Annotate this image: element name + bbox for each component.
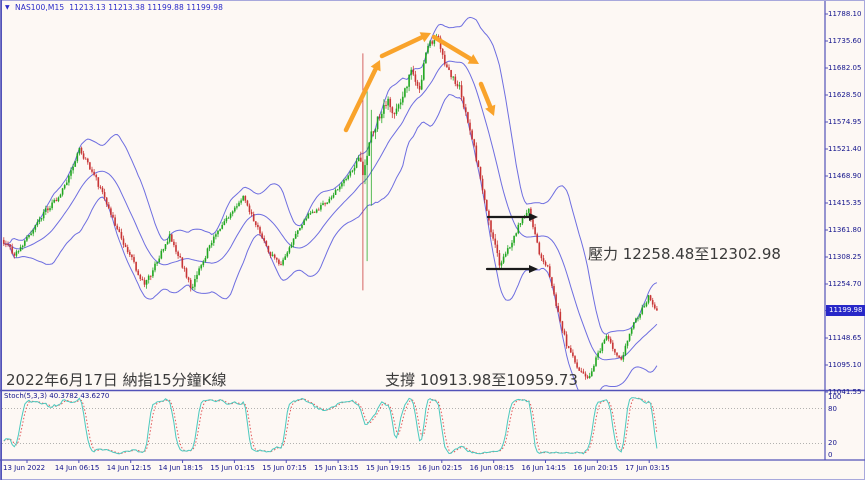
stoch-axis-label: 20 — [828, 439, 837, 448]
price-axis-label: 11574.95 — [828, 118, 862, 126]
time-axis-label: 16 Jun 02:15 — [417, 464, 463, 472]
ohlc-values: 11213.13 11213.38 11199.88 11199.98 — [69, 3, 223, 12]
resistance-annotation: 壓力 12258.48至12302.98 — [588, 245, 781, 263]
price-axis-label: 11361.80 — [828, 226, 862, 234]
current-price-badge: 11199.98 — [826, 305, 865, 316]
price-axis-label: 11735.60 — [828, 37, 862, 45]
stoch-indicator-label: Stoch(5,3,3) 40.3782 43.6270 — [4, 392, 110, 400]
symbol-period-label: NAS100,M15 — [15, 3, 65, 12]
time-axis-label: 16 Jun 08:15 — [469, 464, 515, 472]
price-axis-label: 11148.65 — [828, 334, 862, 342]
trend-arrows-layer — [343, 32, 496, 133]
stoch-axis-label: 100 — [828, 393, 842, 401]
time-axis-label: 15 Jun 19:15 — [365, 464, 411, 472]
horizontal-arrows-layer — [485, 213, 538, 273]
price-axis-label: 11041.55 — [828, 388, 862, 396]
time-axis-label: 17 Jun 03:15 — [625, 464, 670, 472]
candles-layer — [2, 33, 658, 380]
chart-title: NAS100,M15 11213.13 11213.38 11199.88 11… — [15, 3, 223, 12]
time-axis-label: 16 Jun 20:15 — [573, 464, 618, 472]
price-axis-label: 11682.05 — [828, 64, 862, 72]
price-axis-label: 11468.90 — [828, 172, 862, 180]
date-annotation: 2022年6月17日 納指15分鐘K線 — [6, 371, 227, 389]
stoch-axis-label: 80 — [828, 404, 837, 413]
support-annotation: 支撐 10913.98至10959.73 — [385, 371, 578, 389]
time-axis-label: 16 Jun 14:15 — [521, 464, 566, 472]
price-axis-label: 11415.35 — [828, 199, 862, 207]
time-axis-label: 15 Jun 07:15 — [262, 464, 307, 472]
price-axis-label: 11095.10 — [828, 361, 862, 369]
price-axis-label: 11788.10 — [828, 10, 862, 18]
time-axis-label: 14 Jun 12:15 — [106, 464, 152, 472]
stoch-axis-label: 0 — [828, 451, 833, 459]
time-axis-label: 14 Jun 18:15 — [158, 464, 204, 472]
price-axis-label: 11308.25 — [828, 253, 862, 261]
axis-ticks — [26, 13, 828, 463]
price-axis-label: 11628.50 — [828, 91, 862, 99]
price-axis-label: 11521.40 — [828, 145, 862, 153]
time-axis-label: 14 Jun 06:15 — [54, 464, 100, 472]
chart-menu-dropdown-icon[interactable]: ▼ — [5, 4, 10, 11]
time-axis-label: 13 Jun 2022 — [3, 464, 46, 472]
stochastic-layer — [2, 397, 825, 455]
price-axis-label: 11254.70 — [828, 280, 862, 288]
time-axis-label: 15 Jun 01:15 — [210, 464, 255, 472]
bollinger-bands-layer — [3, 16, 658, 390]
time-axis-label: 15 Jun 13:15 — [314, 464, 359, 472]
